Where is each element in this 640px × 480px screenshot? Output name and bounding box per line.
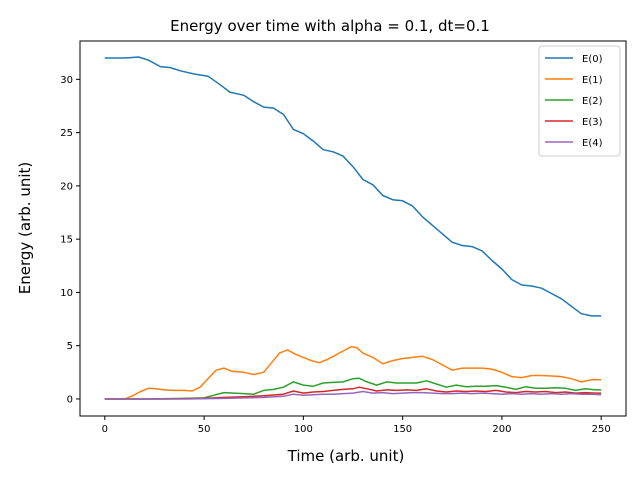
x-axis: 0 50 100 150 200 250: [102, 416, 611, 435]
legend-label-e3: E(3): [582, 117, 603, 128]
y-tick-label: 15: [60, 235, 73, 246]
x-tick-label: 150: [393, 424, 412, 435]
legend-label-e0: E(0): [582, 54, 603, 65]
x-tick-label: 50: [198, 424, 211, 435]
legend-box: [538, 45, 621, 157]
y-tick-label: 10: [60, 288, 73, 299]
plot-frame: [79, 40, 627, 417]
legend-label-e2: E(2): [582, 96, 603, 107]
series-line-e0: [104, 56, 602, 317]
series-line-e2: [104, 377, 602, 400]
legend: E(0) E(1) E(2) E(3) E(4): [538, 45, 621, 157]
series-line-e1: [104, 346, 602, 400]
series-layer: [104, 56, 602, 400]
x-tick-label: 0: [102, 424, 108, 435]
y-axis: 0 5 10 15 20 25 30: [60, 75, 80, 405]
chart-title: Energy over time with alpha = 0.1, dt=0.…: [170, 17, 490, 35]
series-line-e4: [104, 390, 602, 400]
x-tick-label: 100: [294, 424, 313, 435]
x-tick-label: 250: [592, 424, 611, 435]
x-tick-label: 200: [492, 424, 511, 435]
y-tick-label: 30: [60, 75, 73, 86]
y-tick-label: 20: [60, 181, 73, 192]
y-tick-label: 25: [60, 128, 73, 139]
y-axis-title: Energy (arb. unit): [16, 162, 34, 294]
x-axis-title: Time (arb. unit): [287, 447, 405, 465]
legend-label-e4: E(4): [582, 138, 603, 149]
series-line-e3: [104, 386, 602, 400]
legend-label-e1: E(1): [582, 75, 603, 86]
y-tick-label: 5: [67, 341, 73, 352]
y-tick-label: 0: [67, 394, 73, 405]
